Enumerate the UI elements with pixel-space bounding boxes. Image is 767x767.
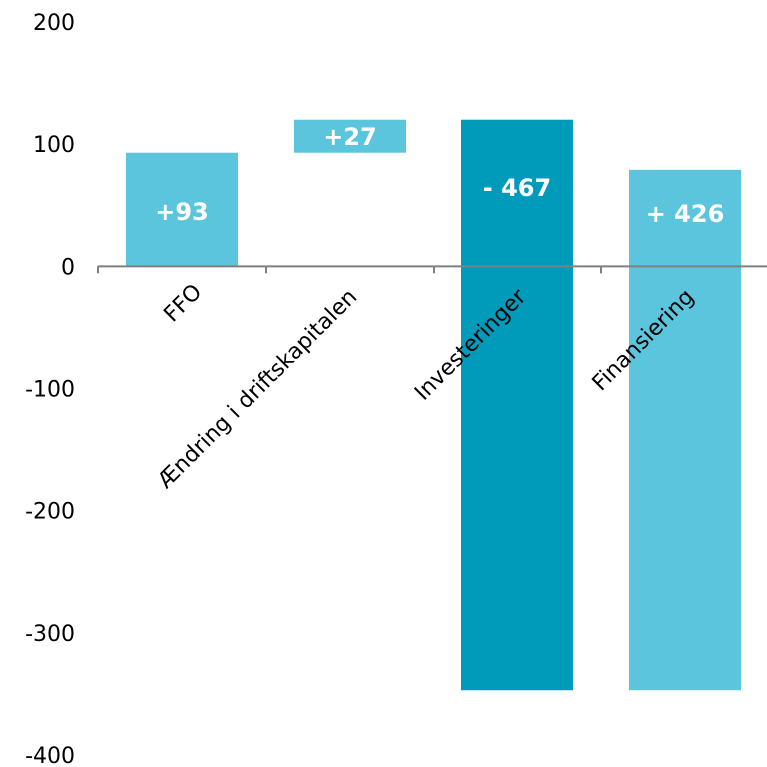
y-tick-label: -400 bbox=[25, 744, 75, 767]
y-tick-label: -200 bbox=[25, 500, 75, 525]
bar-1 bbox=[294, 119, 406, 153]
bar-3 bbox=[629, 169, 741, 691]
category-label: FFO bbox=[159, 280, 207, 328]
y-tick-label: -300 bbox=[25, 622, 75, 647]
y-tick-label: 200 bbox=[33, 11, 75, 36]
data-label: +93 bbox=[155, 198, 209, 226]
y-tick-label: -100 bbox=[25, 378, 75, 403]
data-labels: +93 +27 - 467 + 426 bbox=[155, 123, 724, 228]
data-label: +27 bbox=[323, 123, 377, 151]
bars-layer bbox=[126, 119, 741, 691]
bar-0 bbox=[126, 152, 238, 267]
bar-2 bbox=[461, 119, 573, 691]
x-axis bbox=[97, 265, 767, 274]
y-tick-label: 0 bbox=[61, 255, 75, 280]
data-label: - 467 bbox=[483, 174, 551, 202]
y-tick-label: 100 bbox=[33, 133, 75, 158]
data-label: + 426 bbox=[646, 200, 725, 228]
y-axis-ticks: 200 100 0 -100 -200 -300 -400 bbox=[25, 11, 75, 767]
